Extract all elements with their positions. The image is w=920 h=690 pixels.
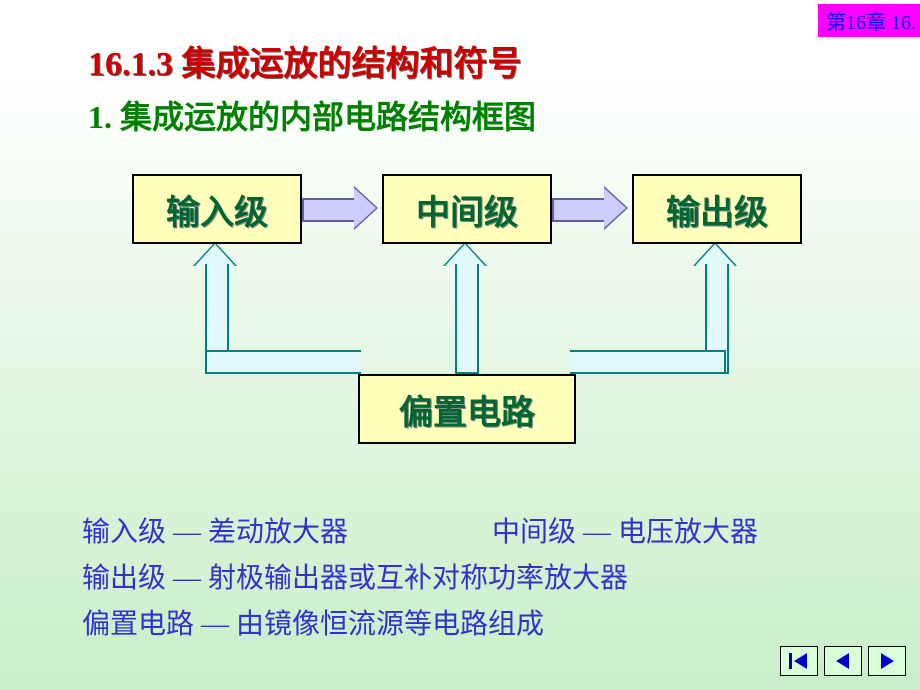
arrow-bias-to-mid bbox=[445, 242, 485, 372]
notes-block: 输入级 — 差动放大器 中间级 — 电压放大器 输出级 — 射极输出器或互补对称… bbox=[82, 510, 862, 648]
box-input-label: 输入级 bbox=[166, 185, 268, 234]
slide-page: 第16章 16. 16.1.3 集成运放的结构和符号 1. 集成运放的内部电路结… bbox=[0, 0, 920, 690]
section-heading: 16.1.3 集成运放的结构和符号 bbox=[88, 36, 522, 85]
note-bias: 偏置电路 — 由镜像恒流源等电路组成 bbox=[82, 609, 544, 640]
connector-right bbox=[570, 350, 726, 374]
nav-first-button[interactable] bbox=[780, 646, 818, 676]
connector-left bbox=[205, 350, 361, 374]
prev-icon bbox=[833, 653, 853, 669]
box-input-stage: 输入级 bbox=[132, 174, 302, 244]
note-row-2: 输出级 — 射极输出器或互补对称功率放大器 bbox=[82, 556, 862, 602]
chapter-number: 16 bbox=[846, 12, 866, 34]
nav-prev-button[interactable] bbox=[824, 646, 862, 676]
note-row-3: 偏置电路 — 由镜像恒流源等电路组成 bbox=[82, 602, 862, 648]
box-output-label: 输出级 bbox=[666, 185, 768, 234]
subheading-text: 集成运放的内部电路结构框图 bbox=[112, 99, 536, 135]
arrow-input-to-mid bbox=[302, 188, 378, 228]
note-row-1: 输入级 — 差动放大器 中间级 — 电压放大器 bbox=[82, 510, 862, 556]
box-output-stage: 输出级 bbox=[632, 174, 802, 244]
subheading-number: 1. bbox=[88, 99, 112, 135]
chapter-tag: 第16章 16. bbox=[818, 4, 920, 37]
arrow-mid-to-output bbox=[552, 188, 628, 228]
chapter-suffix: 章 bbox=[866, 12, 886, 34]
chapter-prefix: 第 bbox=[826, 12, 846, 34]
box-mid-stage: 中间级 bbox=[382, 174, 552, 244]
box-mid-label: 中间级 bbox=[416, 185, 518, 234]
chapter-extra: 16. bbox=[891, 12, 916, 34]
nav-controls bbox=[780, 646, 906, 676]
note-input: 输入级 — 差动放大器 bbox=[82, 517, 348, 548]
box-bias-circuit: 偏置电路 bbox=[358, 374, 576, 444]
note-mid: 中间级 — 电压放大器 bbox=[492, 510, 758, 556]
first-icon bbox=[789, 653, 809, 669]
next-icon bbox=[877, 653, 897, 669]
nav-next-button[interactable] bbox=[868, 646, 906, 676]
note-output: 输出级 — 射极输出器或互补对称功率放大器 bbox=[82, 563, 628, 594]
section-subheading: 1. 集成运放的内部电路结构框图 bbox=[88, 92, 536, 138]
block-diagram: 输入级 中间级 输出级 偏置电路 bbox=[0, 160, 920, 480]
box-bias-label: 偏置电路 bbox=[399, 385, 535, 434]
